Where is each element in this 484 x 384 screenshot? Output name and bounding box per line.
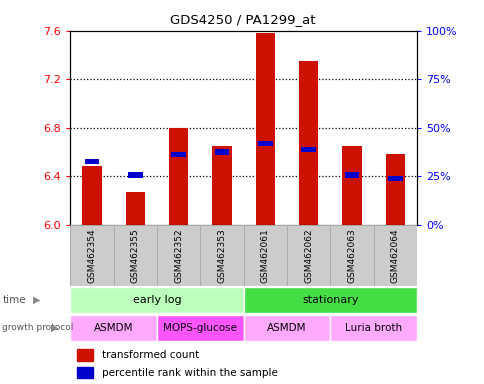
Text: GSM462353: GSM462353: [217, 228, 226, 283]
Bar: [255, 33, 274, 225]
Text: GSM462352: GSM462352: [174, 228, 183, 283]
Bar: [257, 141, 272, 146]
Bar: [128, 172, 142, 178]
Bar: [342, 146, 361, 225]
Bar: [82, 167, 102, 225]
FancyBboxPatch shape: [287, 225, 330, 286]
Bar: [214, 149, 229, 155]
Bar: [85, 159, 99, 164]
Text: GSM462062: GSM462062: [303, 228, 313, 283]
Bar: [387, 176, 402, 181]
FancyBboxPatch shape: [70, 225, 113, 286]
FancyBboxPatch shape: [243, 225, 287, 286]
FancyBboxPatch shape: [373, 225, 416, 286]
Text: GSM462355: GSM462355: [131, 228, 139, 283]
Text: GSM462354: GSM462354: [87, 228, 96, 283]
Text: percentile rank within the sample: percentile rank within the sample: [101, 367, 277, 377]
FancyBboxPatch shape: [70, 287, 243, 313]
Text: MOPS-glucose: MOPS-glucose: [163, 323, 237, 333]
FancyBboxPatch shape: [113, 225, 157, 286]
FancyBboxPatch shape: [157, 315, 243, 341]
Text: early log: early log: [133, 295, 181, 305]
Bar: [171, 152, 186, 157]
Text: GSM462063: GSM462063: [347, 228, 356, 283]
Bar: [168, 128, 188, 225]
Text: ▶: ▶: [51, 323, 58, 333]
Text: transformed count: transformed count: [101, 350, 198, 360]
FancyBboxPatch shape: [157, 225, 200, 286]
FancyBboxPatch shape: [330, 315, 416, 341]
FancyBboxPatch shape: [243, 287, 416, 313]
FancyBboxPatch shape: [243, 315, 330, 341]
Text: GDS4250 / PA1299_at: GDS4250 / PA1299_at: [169, 13, 315, 26]
Bar: [125, 192, 145, 225]
Text: Luria broth: Luria broth: [345, 323, 402, 333]
Bar: [212, 146, 231, 225]
Text: ASMDM: ASMDM: [94, 323, 133, 333]
Text: growth protocol: growth protocol: [2, 323, 74, 333]
FancyBboxPatch shape: [330, 225, 373, 286]
Text: ▶: ▶: [33, 295, 40, 305]
Bar: [77, 349, 92, 361]
Text: time: time: [2, 295, 26, 305]
Text: GSM462064: GSM462064: [390, 228, 399, 283]
FancyBboxPatch shape: [70, 315, 157, 341]
FancyBboxPatch shape: [200, 225, 243, 286]
Text: ASMDM: ASMDM: [267, 323, 306, 333]
Bar: [298, 61, 318, 225]
Bar: [77, 367, 92, 379]
Text: stationary: stationary: [302, 295, 358, 305]
Text: GSM462061: GSM462061: [260, 228, 269, 283]
Bar: [385, 154, 404, 225]
Bar: [301, 147, 316, 152]
Bar: [344, 172, 359, 178]
